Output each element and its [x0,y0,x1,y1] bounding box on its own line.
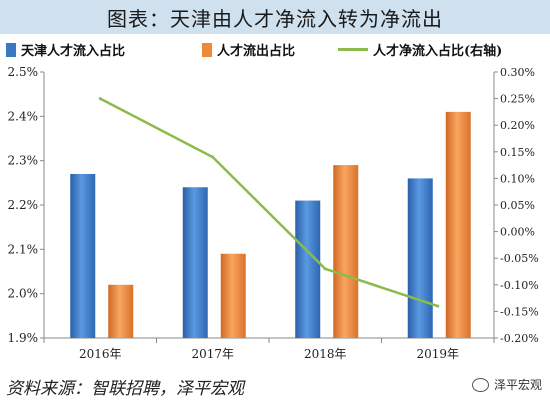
chart-title: 图表：天津由人才净流入转为净流出 [0,0,550,34]
line-net-inflow [99,97,439,308]
legend: 天津人才流入占比 人才流出占比 人才净流入占比(右轴) [0,36,550,62]
right-axis-tick-label: 0.00% [500,226,535,239]
line-net-inflow-point [323,267,327,271]
legend-swatch-outflow [202,42,212,57]
x-axis-tick-label: 2019年 [416,347,459,361]
line-net-inflow-point [98,97,102,101]
right-axis-tick-label: 0.25% [500,93,535,106]
legend-label-inflow: 天津人才流入占比 [21,44,126,59]
legend-label-outflow: 人才流出占比 [217,44,296,59]
left-axis-tick-label: 2.4% [8,109,39,123]
right-axis-tick-label: 0.20% [500,119,535,132]
bar-outflow [445,111,471,339]
right-axis-tick-label: -0.15% [500,305,539,318]
watermark-label: 泽平宏观 [493,378,542,392]
right-axis-tick-label: 0.05% [500,199,535,212]
x-axis-tick-label: 2017年 [191,347,234,361]
bar-outflow [333,165,359,338]
left-axis-tick-label: 2.1% [8,242,39,256]
right-axis-tick-label: 0.15% [500,146,535,159]
legend-item-outflow: 人才流出占比 [202,40,295,59]
wechat-icon [471,377,489,392]
legend-label-net: 人才净流入占比(右轴) [373,44,503,59]
legend-swatch-inflow [6,42,16,57]
left-axis-tick-label: 2.2% [8,198,39,212]
legend-item-net: 人才净流入占比(右轴) [338,40,502,59]
right-axis-tick-label: -0.05% [500,252,539,265]
x-axis-tick-label: 2016年 [79,347,122,361]
right-axis-tick-label: -0.10% [500,279,539,292]
chart-plot: 1.9% 2.0% 2.1% 2.2% 2.3% 2.4% 2.5% -0.20% -0.15%… [8,65,539,361]
bar-inflow [70,173,96,338]
right-axis-tick-label: 0.10% [500,172,535,185]
line-net-inflow-point [211,155,215,159]
bar-outflow [108,284,134,338]
bar-inflow [407,178,433,338]
bar-inflow [295,200,321,338]
legend-item-inflow: 天津人才流入占比 [6,40,125,59]
right-axis-tick-label: -0.20% [500,332,539,345]
left-axis-tick-label: 2.0% [8,287,39,301]
legend-swatch-net [338,48,368,51]
line-net-inflow-point [436,304,440,308]
bar-outflow [220,253,246,338]
source-note: 资料来源：智联招聘，泽平宏观 [6,379,244,399]
left-axis-tick-label: 2.5% [8,65,39,79]
watermark: 泽平宏观 [471,376,542,393]
left-axis-tick-label: 1.9% [8,331,39,345]
x-axis-tick-label: 2018年 [304,347,347,361]
bar-inflow [182,187,208,338]
right-axis-tick-label: 0.30% [500,66,535,79]
left-axis-tick-label: 2.3% [8,154,39,168]
